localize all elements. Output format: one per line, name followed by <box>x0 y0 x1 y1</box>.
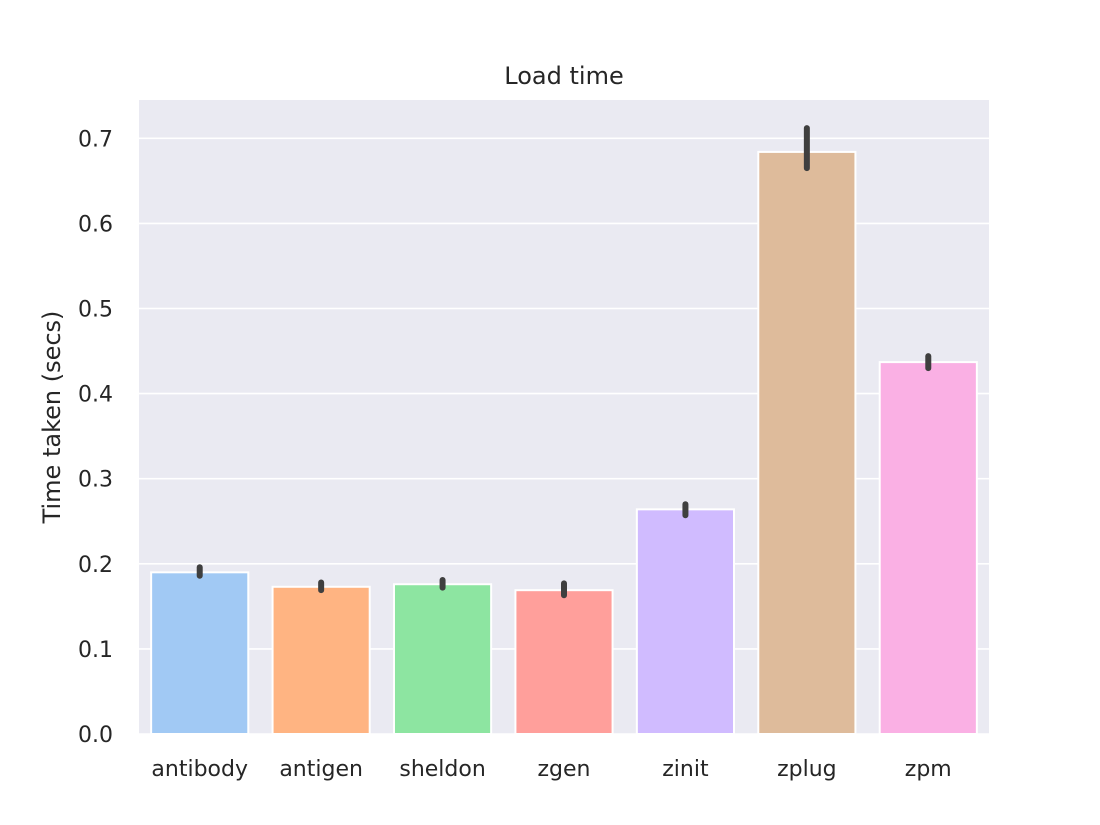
bars <box>150 150 978 736</box>
bar-antigen <box>271 585 371 735</box>
x-tick-label-zplug: zplug <box>777 757 837 782</box>
chart-title: Load time <box>504 62 623 90</box>
bar-sheldon <box>393 583 493 736</box>
bar-antibody <box>150 571 250 735</box>
bar-zgen <box>514 589 614 735</box>
x-tick-label-sheldon: sheldon <box>399 757 485 782</box>
y-tick-label: 0.6 <box>78 212 113 237</box>
y-tick-label: 0.0 <box>78 723 113 748</box>
y-tick-labels: 0.0 0.1 0.2 0.3 0.4 0.5 0.6 0.7 <box>78 127 113 748</box>
error-bars <box>196 125 932 599</box>
bar-zinit <box>635 508 735 735</box>
bar-zpm <box>878 361 978 735</box>
x-tick-labels: antibody antigen sheldon zgen zinit zplug zpm <box>151 757 951 782</box>
x-tick-label-antibody: antibody <box>151 757 248 782</box>
x-tick-label-zpm: zpm <box>905 757 952 782</box>
bar-zplug <box>757 150 857 735</box>
y-tick-label: 0.4 <box>78 383 113 408</box>
y-tick-label: 0.2 <box>78 553 113 578</box>
y-axis-label: Time taken (secs) <box>38 311 66 525</box>
x-tick-label-antigen: antigen <box>279 757 363 782</box>
y-tick-label: 0.3 <box>78 468 113 493</box>
y-tick-label: 0.5 <box>78 297 113 322</box>
y-tick-label: 0.1 <box>78 638 113 663</box>
y-tick-label: 0.7 <box>78 127 113 152</box>
x-tick-label-zgen: zgen <box>538 757 591 782</box>
x-tick-label-zinit: zinit <box>662 757 709 782</box>
